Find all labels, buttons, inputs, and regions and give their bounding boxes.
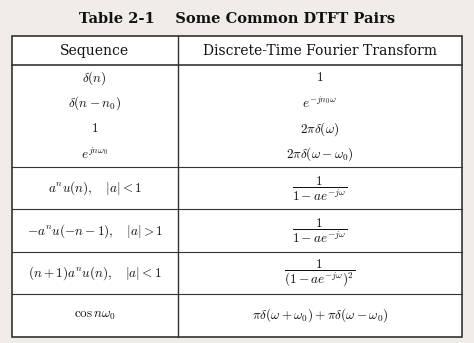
- Text: $a^nu(n), \quad |a| < 1$: $a^nu(n), \quad |a| < 1$: [48, 179, 142, 197]
- Text: $\pi\delta(\omega + \omega_0) + \pi\delta(\omega - \omega_0)$: $\pi\delta(\omega + \omega_0) + \pi\delt…: [252, 307, 388, 324]
- Text: Sequence: Sequence: [60, 44, 129, 58]
- Text: $\delta(n - n_0)$: $\delta(n - n_0)$: [68, 94, 121, 112]
- Text: Discrete-Time Fourier Transform: Discrete-Time Fourier Transform: [203, 44, 437, 58]
- Text: $2\pi\delta(\omega)$: $2\pi\delta(\omega)$: [301, 120, 339, 138]
- Text: $\dfrac{1}{(1 - ae^{-j\omega})^2}$: $\dfrac{1}{(1 - ae^{-j\omega})^2}$: [284, 258, 356, 289]
- Text: $1$: $1$: [316, 71, 324, 84]
- Text: $\cos n\omega_0$: $\cos n\omega_0$: [74, 309, 116, 322]
- Text: $(n+1)a^nu(n), \quad |a| < 1$: $(n+1)a^nu(n), \quad |a| < 1$: [28, 264, 162, 282]
- Bar: [12, 36, 462, 337]
- Text: $-a^nu(-n-1), \quad |a| > 1$: $-a^nu(-n-1), \quad |a| > 1$: [27, 222, 163, 240]
- Text: $\dfrac{1}{1 - ae^{-j\omega}}$: $\dfrac{1}{1 - ae^{-j\omega}}$: [292, 216, 347, 245]
- Text: $e^{-jn_0\omega}$: $e^{-jn_0\omega}$: [302, 96, 337, 111]
- Text: $2\pi\delta(\omega - \omega_0)$: $2\pi\delta(\omega - \omega_0)$: [286, 145, 354, 163]
- Bar: [12, 36, 462, 337]
- Text: Table 2-1    Some Common DTFT Pairs: Table 2-1 Some Common DTFT Pairs: [79, 12, 395, 26]
- Text: $e^{jn\omega_0}$: $e^{jn\omega_0}$: [81, 147, 109, 162]
- Text: $\dfrac{1}{1 - ae^{-j\omega}}$: $\dfrac{1}{1 - ae^{-j\omega}}$: [292, 174, 347, 202]
- Text: $\delta(n)$: $\delta(n)$: [82, 69, 107, 87]
- Text: $1$: $1$: [91, 122, 99, 135]
